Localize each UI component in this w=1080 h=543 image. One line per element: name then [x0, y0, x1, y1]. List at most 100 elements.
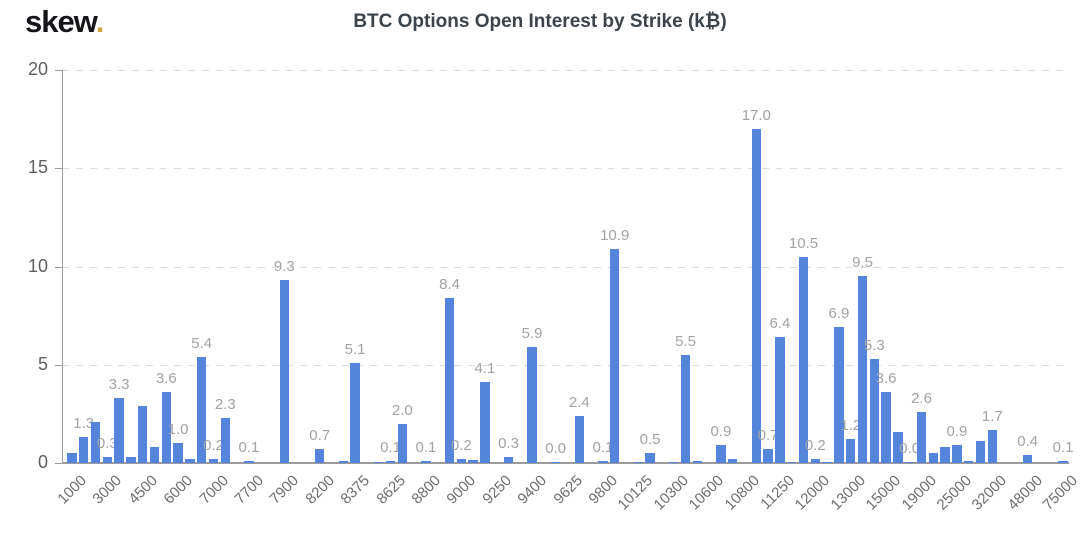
bar: [751, 128, 762, 463]
bar: [149, 447, 160, 463]
bar-value-label: 0.0: [899, 440, 921, 457]
bar: [987, 429, 998, 463]
bar: [598, 461, 608, 463]
x-axis-tick-label: 12000: [791, 472, 834, 514]
bar-value-label: 3.6: [155, 370, 177, 388]
bar-value-label: 0.2: [804, 437, 826, 455]
bar: [78, 437, 89, 463]
bar-value-label: 0.1: [415, 439, 437, 457]
bar: [220, 417, 231, 463]
bar-value-label: 1.7: [981, 407, 1003, 425]
bar: [137, 406, 148, 463]
y-axis-label: 0: [37, 452, 48, 472]
bar-value-label: 10.9: [600, 226, 630, 244]
x-axis-tick-label: 19000: [898, 472, 940, 514]
bar-value-label: 5.1: [344, 340, 366, 358]
x-axis-tick-label: 10800: [721, 472, 763, 514]
y-axis-line: [62, 70, 63, 463]
bar: [940, 447, 950, 463]
bar-value-label: 10.5: [788, 234, 819, 252]
bar-value-label: 2.4: [568, 393, 590, 411]
bar: [397, 423, 408, 463]
x-axis-line: [62, 462, 1069, 464]
bar: [763, 449, 773, 463]
x-axis-tick-label: 8800: [408, 472, 444, 508]
bar: [126, 457, 136, 463]
bar-value-label: 0.7: [309, 427, 331, 445]
bar-value-label: 5.4: [191, 334, 213, 352]
bar-value-label: 3.6: [875, 370, 897, 388]
page-title: BTC Options Open Interest by Strike (k₿): [353, 11, 727, 32]
bar-value-label: 2.6: [911, 389, 932, 407]
bar: [645, 453, 655, 463]
bar: [904, 462, 915, 463]
bar: [727, 459, 738, 463]
bar: [350, 362, 360, 463]
bar: [480, 382, 490, 463]
bar-value-label: 0.0: [545, 440, 567, 457]
gridline: [62, 266, 1069, 268]
gridline: [62, 70, 1069, 71]
bar-value-label: 0.2: [450, 437, 472, 455]
bar: [161, 392, 172, 463]
bar-value-label: 6.4: [769, 315, 791, 333]
bar: [373, 462, 384, 463]
bar: [456, 459, 467, 463]
bar: [338, 461, 349, 463]
bar: [1058, 461, 1068, 463]
bar: [845, 439, 856, 463]
bar: [67, 453, 77, 463]
bar-value-label: 5.9: [521, 325, 543, 343]
bar-value-label: 4.1: [474, 360, 496, 378]
bar-value-label: 0.1: [592, 439, 614, 457]
bar: [952, 445, 962, 463]
y-axis-tick: [55, 364, 62, 366]
bar: [834, 327, 844, 463]
bar-value-label: 0.5: [639, 431, 661, 449]
bar: [550, 462, 561, 463]
bar: [869, 358, 880, 463]
bar: [90, 421, 101, 463]
x-axis-tick-label: 7900: [266, 472, 303, 508]
y-axis-tick: [55, 463, 62, 464]
bar-value-label: 5.5: [675, 332, 696, 350]
x-axis-tick-label: 9000: [443, 472, 480, 508]
gridline: [62, 168, 1069, 170]
bar: [527, 347, 537, 463]
bar: [196, 356, 207, 463]
gridline: [62, 364, 1069, 366]
bar: [633, 462, 644, 463]
bar-value-label: 3.3: [108, 376, 130, 394]
bar: [468, 460, 478, 463]
bar-value-label: 0.9: [710, 423, 732, 441]
x-axis-tick-label: 4500: [125, 472, 161, 508]
bar: [963, 461, 974, 463]
bar-value-label: 17.0: [741, 106, 771, 124]
y-axis-label: 10: [27, 255, 48, 276]
bar-value-label: 1.3: [73, 415, 95, 433]
bar-value-label: 0.4: [1017, 433, 1039, 451]
x-axis-tick-label: 15000: [862, 472, 905, 514]
bar: [680, 354, 691, 463]
bar: [114, 398, 124, 463]
bar: [385, 461, 396, 463]
x-axis-tick-label: 8625: [372, 472, 409, 508]
bar: [574, 415, 585, 463]
bar: [893, 431, 903, 463]
brand-logo: skew.: [25, 4, 104, 40]
bar: [503, 457, 514, 463]
y-axis-label: 20: [27, 59, 48, 79]
bar-value-label: 0.9: [946, 423, 968, 441]
bar-value-label: 0.7: [757, 427, 779, 445]
bar-value-label: 0.1: [1052, 439, 1074, 457]
x-axis-tick-label: 11250: [757, 472, 798, 513]
bar-value-label: 1.0: [167, 421, 189, 439]
bar-value-label: 0.1: [380, 439, 401, 457]
y-axis-label: 15: [27, 157, 48, 178]
bar-value-label: 6.9: [828, 305, 850, 323]
bar: [822, 462, 832, 463]
x-axis-tick-label: 13000: [827, 472, 869, 514]
bar: [775, 337, 785, 463]
x-axis-tick-label: 9400: [514, 472, 551, 508]
